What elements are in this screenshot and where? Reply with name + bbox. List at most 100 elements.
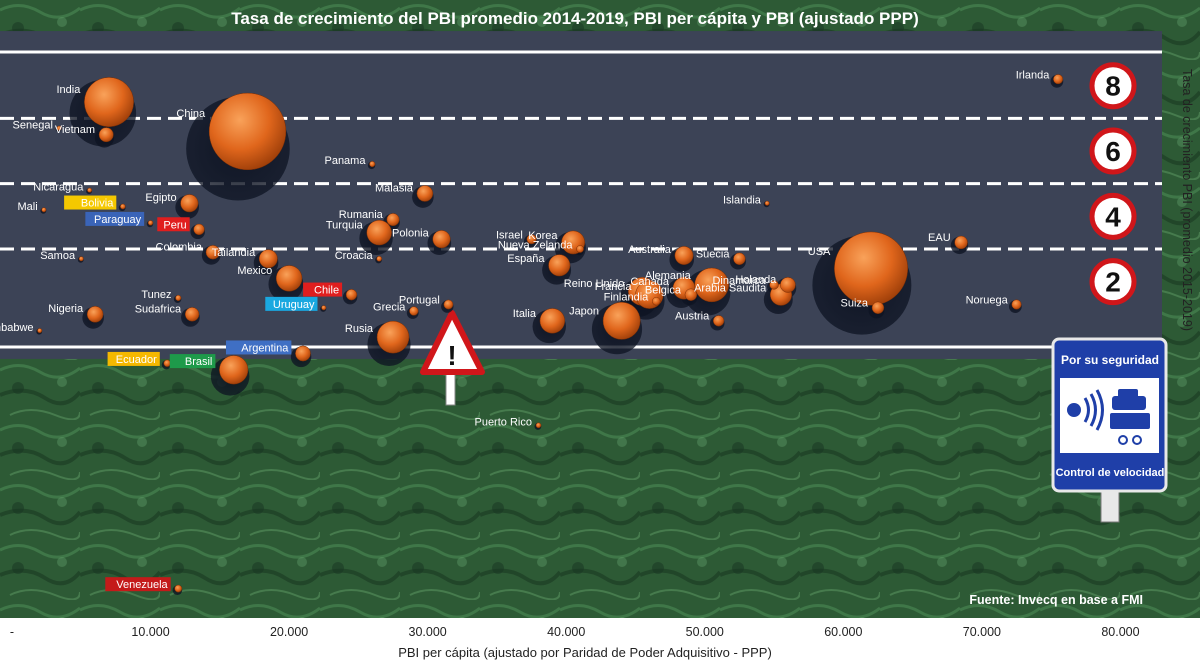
source-note: Fuente: Invecq en base a FMI [969, 593, 1143, 607]
bubble-suiza [871, 301, 885, 314]
point-label: Egipto [145, 192, 176, 204]
bubble-peru [193, 223, 205, 236]
y-axis-label: Tasa de crecimiento PBI (promedio 2015-2… [1180, 69, 1194, 331]
bubble-finlandia [652, 296, 661, 306]
bubble-tunez [175, 294, 182, 301]
speed-sign-label: 6 [1105, 136, 1121, 167]
point-label: India [56, 84, 81, 96]
point-label: Paraguay [94, 214, 142, 226]
bubble-nueva-zelanda [576, 245, 584, 253]
bubble-eau [954, 235, 968, 250]
bubble-turquia [366, 220, 392, 246]
label-tag [225, 340, 292, 355]
point-label: Zimbabwe [0, 322, 34, 334]
point-label: Tailandia [212, 247, 256, 259]
bubbles [37, 74, 1064, 593]
bubble-italia [539, 308, 566, 334]
speed-sign-circle [1089, 127, 1137, 175]
point-label: Samoa [40, 250, 76, 262]
point-label: Dinamarca [712, 275, 766, 287]
speed-signs: 8 6 4 2 [1089, 62, 1137, 306]
bubble-belgica [684, 288, 698, 301]
bubble-españa [548, 254, 571, 277]
bubble-vietnam [98, 127, 114, 143]
point-label: Peru [163, 219, 186, 231]
bubble-senegal [56, 125, 62, 131]
bubble-japon [602, 301, 641, 340]
label-tag [265, 296, 318, 311]
point-label: Suecia [696, 248, 731, 260]
point-label: China [176, 108, 206, 120]
speed-sign-label: 8 [1105, 71, 1121, 102]
label-tag [157, 217, 190, 232]
axis-band [0, 618, 1200, 667]
point-label: EAU [928, 232, 951, 244]
point-label: Rumania [339, 209, 384, 221]
bubble-chile [345, 289, 358, 301]
point-label: Tunez [141, 289, 171, 301]
bubble-panama [369, 161, 376, 168]
bubble-ecuador [163, 359, 171, 367]
label-tag [105, 577, 171, 592]
point-label: Noruega [966, 295, 1009, 307]
x-tick-label: 80.000 [1101, 625, 1139, 639]
point-label: Reino Unido [564, 278, 625, 290]
point-label: Alemania [645, 270, 692, 282]
bubble-croacia [376, 256, 382, 262]
point-label: Irlanda [1016, 69, 1051, 81]
bubble-rusia [376, 320, 410, 354]
x-tick-label: 30.000 [409, 625, 447, 639]
bubble-bolivia [120, 203, 126, 210]
bubble-austria [713, 315, 725, 327]
point-label: Austria [675, 311, 710, 323]
bubble-mexico [275, 265, 303, 292]
bubble-holanda [780, 277, 796, 293]
point-label: Vietnam [55, 124, 95, 136]
point-label: Korea [528, 230, 558, 242]
x-tick-label: 70.000 [963, 625, 1001, 639]
x-axis: - 10.000 20.000 30.000 40.000 50.000 60.000 70.… [10, 625, 1140, 639]
point-label: Islandia [723, 194, 762, 206]
sign-bottom-text: Control de velocidad [1056, 467, 1165, 479]
label-tag [85, 211, 145, 226]
point-label: Mali [17, 201, 37, 213]
speed-camera-sign: Por su seguridad Control de velocidad [1051, 337, 1168, 523]
point-label: Canada [630, 276, 669, 288]
bubble-china [208, 92, 287, 171]
point-label: Chile [314, 285, 339, 297]
speed-sign-circle [1089, 62, 1137, 110]
point-label: Brasil [185, 356, 213, 368]
x-tick-label: - [10, 625, 14, 639]
point-label: España [507, 253, 545, 265]
bubble-nicaragua [87, 187, 93, 193]
point-label: Colombia [156, 241, 203, 253]
point-label: Turquia [326, 220, 364, 232]
speed-sign-label: 2 [1105, 267, 1121, 298]
bubble-portugal [443, 299, 454, 310]
speed-sign-label: 4 [1105, 201, 1121, 232]
bubble-israel [526, 234, 537, 245]
point-label: Holanda [735, 274, 777, 286]
bubble-suecia [733, 252, 746, 265]
speed-sign-circle [1089, 192, 1137, 240]
point-label: Suiza [840, 297, 868, 309]
bubble-samoa [78, 256, 84, 262]
bubble-mali [41, 207, 47, 213]
sign-top-text: Por su seguridad [1061, 353, 1159, 367]
point-label: Italia [513, 308, 537, 320]
road [0, 31, 1162, 359]
bubble-islandia [764, 200, 770, 206]
bubble-argentina [295, 345, 311, 362]
bubble-paraguay [147, 220, 154, 226]
point-label: Australia [628, 244, 672, 256]
bubble-sudafrica [184, 307, 200, 322]
bubble-grecia [409, 306, 419, 316]
bubble-irlanda [1053, 74, 1064, 85]
point-label: Panama [324, 155, 366, 167]
bubble-venezuela [174, 584, 183, 593]
bubble-usa [834, 231, 908, 306]
point-label: Puerto Rico [474, 416, 531, 428]
bubble-dinamarca [769, 280, 779, 290]
